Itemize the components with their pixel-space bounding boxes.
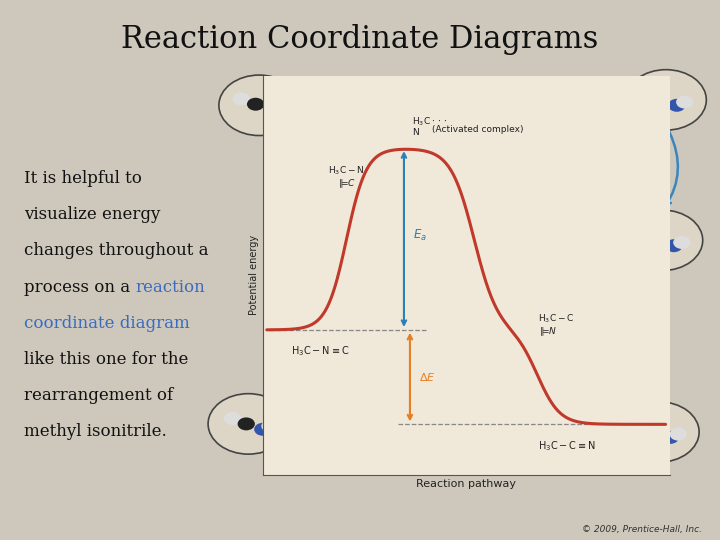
Circle shape — [622, 210, 703, 271]
Circle shape — [208, 394, 289, 454]
Text: methyl isonitrile.: methyl isonitrile. — [24, 423, 166, 440]
Text: $\mathrm{H_3C-N{\equiv}C}$: $\mathrm{H_3C-N{\equiv}C}$ — [291, 345, 349, 358]
Circle shape — [665, 239, 683, 252]
X-axis label: Reaction pathway: Reaction pathway — [416, 480, 516, 489]
Circle shape — [647, 427, 664, 440]
Text: It is helpful to: It is helpful to — [24, 170, 142, 187]
Circle shape — [662, 431, 679, 444]
Circle shape — [652, 94, 669, 107]
Circle shape — [618, 402, 699, 462]
Circle shape — [670, 428, 687, 441]
Text: (Activated complex): (Activated complex) — [432, 125, 523, 134]
Circle shape — [673, 236, 690, 249]
Circle shape — [233, 92, 250, 105]
Text: $\mathrm{H_3C-N}$
$\parallel\!\!\!\!=\!\!C$: $\mathrm{H_3C-N}$ $\parallel\!\!\!\!=\!\… — [328, 165, 365, 190]
Text: $\mathrm{H_3C\cdot\cdot\cdot}$
N: $\mathrm{H_3C\cdot\cdot\cdot}$ N — [412, 115, 448, 137]
Circle shape — [626, 70, 706, 130]
Circle shape — [261, 420, 279, 433]
Circle shape — [676, 96, 693, 109]
Circle shape — [264, 104, 281, 117]
Circle shape — [247, 98, 264, 111]
Circle shape — [238, 417, 255, 430]
Circle shape — [636, 231, 653, 244]
Text: reaction: reaction — [135, 279, 205, 295]
Text: like this one for the: like this one for the — [24, 351, 188, 368]
Text: Reaction Coordinate Diagrams: Reaction Coordinate Diagrams — [121, 24, 599, 55]
Text: $\Delta E$: $\Delta E$ — [419, 371, 436, 383]
Text: changes throughout a: changes throughout a — [24, 242, 208, 259]
Text: process on a: process on a — [24, 279, 135, 295]
Text: $\mathrm{H_3C-C}$
$\parallel\!\!\!\!=\!\!N$: $\mathrm{H_3C-C}$ $\parallel\!\!\!\!=\!\… — [538, 313, 575, 338]
Text: $E_a$: $E_a$ — [413, 228, 427, 243]
Circle shape — [254, 423, 271, 436]
Circle shape — [632, 423, 649, 436]
Circle shape — [224, 412, 241, 425]
Circle shape — [650, 235, 667, 248]
Text: © 2009, Prentice-Hall, Inc.: © 2009, Prentice-Hall, Inc. — [582, 524, 702, 534]
Circle shape — [271, 102, 288, 114]
Text: $\mathrm{H_3C-C{\equiv}N}$: $\mathrm{H_3C-C{\equiv}N}$ — [538, 439, 596, 453]
Y-axis label: Potential energy: Potential energy — [248, 235, 258, 315]
Circle shape — [637, 89, 654, 102]
Circle shape — [668, 99, 685, 112]
Text: coordinate diagram: coordinate diagram — [24, 315, 189, 332]
Text: rearrangement of: rearrangement of — [24, 387, 173, 404]
Circle shape — [219, 75, 300, 136]
Text: visualize energy: visualize energy — [24, 206, 160, 223]
